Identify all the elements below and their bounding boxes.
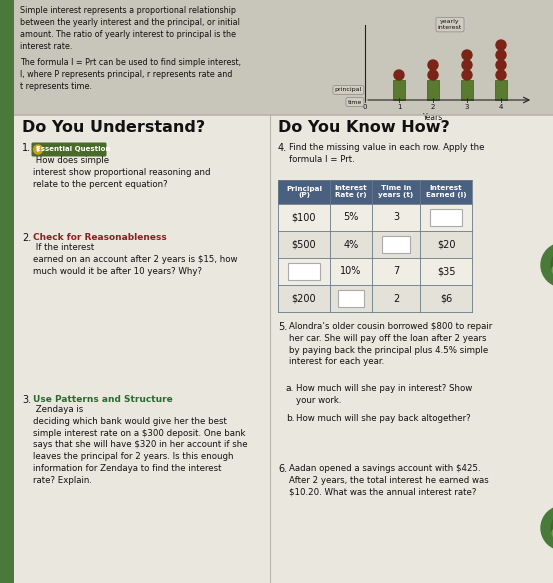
Text: 5.: 5. <box>278 322 287 332</box>
Text: $20: $20 <box>437 240 455 250</box>
Text: 2.: 2. <box>22 233 32 243</box>
Text: Interest
Earned (I): Interest Earned (I) <box>426 185 466 198</box>
Circle shape <box>541 506 553 550</box>
Bar <box>278 204 472 231</box>
Circle shape <box>428 60 438 70</box>
Text: Essential Question: Essential Question <box>36 146 110 153</box>
Text: b.: b. <box>286 414 295 423</box>
Bar <box>14 115 553 583</box>
Text: 6.: 6. <box>278 464 287 474</box>
Circle shape <box>462 50 472 60</box>
Text: 3: 3 <box>465 104 469 110</box>
Text: yearly
interest: yearly interest <box>438 19 462 30</box>
Text: $100: $100 <box>292 212 316 223</box>
Bar <box>427 80 439 100</box>
Text: $200: $200 <box>291 293 316 304</box>
Bar <box>278 180 472 204</box>
Text: Find the missing value in each row. Apply the
formula I = Prt.: Find the missing value in each row. Appl… <box>289 143 484 164</box>
Circle shape <box>541 243 553 287</box>
Text: 2: 2 <box>393 293 399 304</box>
Circle shape <box>462 60 472 70</box>
Text: 4.: 4. <box>278 143 287 153</box>
Bar <box>14 0 553 115</box>
Text: The formula I = Prt can be used to find simple interest,
I, where P represents p: The formula I = Prt can be used to find … <box>20 58 241 92</box>
Text: $35: $35 <box>437 266 455 276</box>
Bar <box>278 258 472 285</box>
Text: Interest
Rate (r): Interest Rate (r) <box>335 185 367 198</box>
Circle shape <box>552 265 553 275</box>
Text: How does simple
interest show proportional reasoning and
relate to the percent e: How does simple interest show proportion… <box>33 156 211 188</box>
Bar <box>278 231 472 258</box>
Text: Aadan opened a savings account with $425.
After 2 years, the total interest he e: Aadan opened a savings account with $425… <box>289 464 489 497</box>
Text: Zendaya is
deciding which bank would give her the best
simple interest rate on a: Zendaya is deciding which bank would giv… <box>33 405 248 485</box>
Text: 1.: 1. <box>22 143 31 153</box>
Text: $500: $500 <box>291 240 316 250</box>
Text: 4%: 4% <box>343 240 359 250</box>
Text: a.: a. <box>286 384 294 393</box>
Text: principal: principal <box>335 87 362 93</box>
Text: How much will she pay in interest? Show
your work.: How much will she pay in interest? Show … <box>296 384 472 405</box>
Circle shape <box>496 40 506 50</box>
Bar <box>461 80 473 100</box>
Circle shape <box>428 70 438 80</box>
Text: 10%: 10% <box>340 266 362 276</box>
Circle shape <box>551 250 553 280</box>
Text: 5%: 5% <box>343 212 359 223</box>
Text: 7: 7 <box>393 266 399 276</box>
Text: Do You Understand?: Do You Understand? <box>22 120 205 135</box>
FancyBboxPatch shape <box>32 142 107 156</box>
Text: If the interest
earned on an account after 2 years is $15, how
much would it be : If the interest earned on an account aft… <box>33 243 237 276</box>
Text: $6: $6 <box>440 293 452 304</box>
Text: 0: 0 <box>363 104 367 110</box>
Bar <box>393 80 405 100</box>
Circle shape <box>496 70 506 80</box>
Circle shape <box>496 50 506 60</box>
Text: Use Patterns and Structure: Use Patterns and Structure <box>33 395 173 404</box>
Text: Simple interest represents a proportional relationship
between the yearly intere: Simple interest represents a proportiona… <box>20 6 240 51</box>
Text: ?: ? <box>36 146 40 153</box>
Text: Alondra’s older cousin borrowed $800 to repair
her car. She will pay off the loa: Alondra’s older cousin borrowed $800 to … <box>289 322 492 366</box>
Text: 1: 1 <box>397 104 401 110</box>
Circle shape <box>34 145 43 154</box>
Bar <box>0 0 14 583</box>
Text: Do You Know How?: Do You Know How? <box>278 120 450 135</box>
Circle shape <box>551 513 553 543</box>
Bar <box>495 80 507 100</box>
Circle shape <box>394 70 404 80</box>
Circle shape <box>462 70 472 80</box>
Bar <box>278 285 472 312</box>
Text: 3.: 3. <box>22 395 31 405</box>
Circle shape <box>496 60 506 70</box>
Text: 4: 4 <box>499 104 503 110</box>
Bar <box>289 263 320 280</box>
Bar <box>338 290 364 307</box>
Text: Principal
(P): Principal (P) <box>286 185 322 198</box>
Text: Check for Reasonableness: Check for Reasonableness <box>33 233 167 242</box>
Text: 2: 2 <box>431 104 435 110</box>
Circle shape <box>552 528 553 538</box>
Text: 3: 3 <box>393 212 399 223</box>
Bar <box>382 236 410 253</box>
Text: How much will she pay back altogether?: How much will she pay back altogether? <box>296 414 471 423</box>
Text: Years: Years <box>423 113 443 122</box>
Text: time: time <box>348 100 362 104</box>
Text: Time in
years (t): Time in years (t) <box>378 185 414 198</box>
Bar <box>430 209 462 226</box>
